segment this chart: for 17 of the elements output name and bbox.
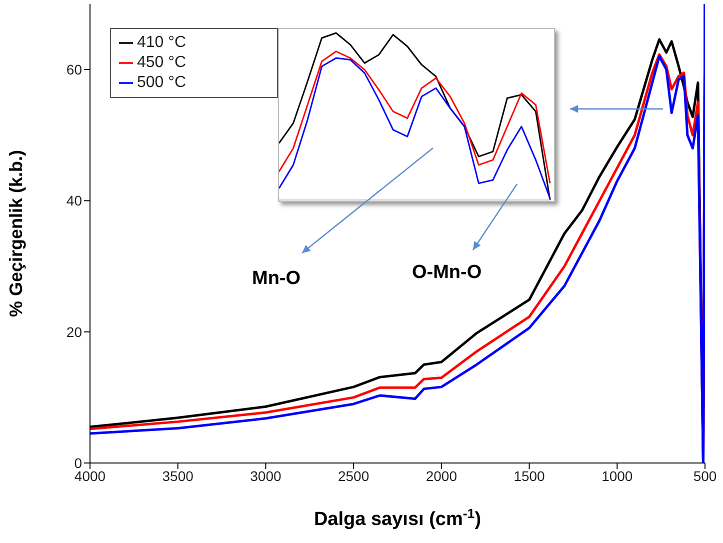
y-tick-label: 40 — [66, 192, 82, 209]
x-tick-label: 500 — [693, 468, 717, 484]
x-tick-label: 3000 — [250, 468, 282, 484]
x-tick-label: 1000 — [602, 468, 633, 484]
x-tick-label: 2000 — [426, 468, 458, 484]
y-tick-label: 20 — [66, 324, 82, 340]
x-tick-label: 1500 — [514, 468, 546, 484]
legend-label: 500 °C — [137, 74, 186, 91]
x-axis-title: Dalga sayısı (cm$^{-1}$) — [314, 506, 482, 530]
annotation: O-Mn-O — [412, 262, 482, 284]
x-tick-label: 2500 — [338, 468, 370, 484]
annotation: Mn-O — [252, 268, 301, 290]
x-tick-label: 3500 — [162, 468, 194, 484]
legend-label: 450 °C — [137, 54, 186, 71]
y-axis-title: % Geçirgenlik (k.b.) — [6, 150, 26, 318]
y-tick-label: 60 — [66, 62, 82, 78]
legend-label: 410 °C — [137, 34, 186, 51]
